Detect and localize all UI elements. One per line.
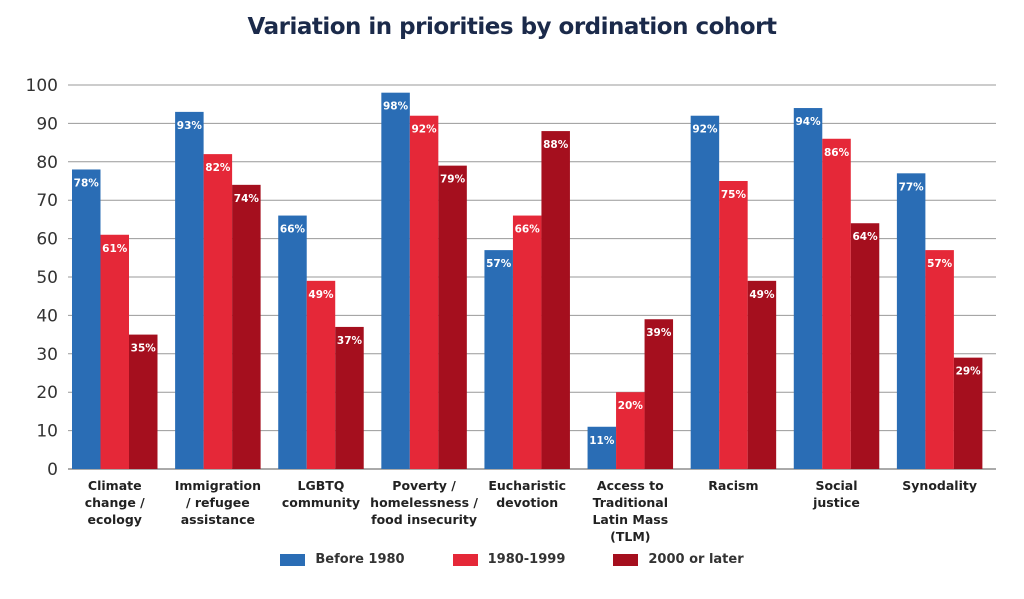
y-tick-label: 70 [36, 191, 58, 211]
bar [747, 280, 777, 469]
data-label: 66% [515, 224, 541, 236]
data-label: 39% [646, 327, 672, 339]
x-tick-label: LGBTQ community [282, 478, 360, 510]
x-tick-label: Access to Traditional Latin Mass (TLM) [592, 478, 668, 544]
bar [850, 223, 880, 469]
data-label: 75% [721, 189, 747, 201]
data-label: 92% [692, 124, 718, 136]
x-tick-label: Racism [708, 478, 758, 493]
data-label: 94% [795, 116, 821, 128]
data-label: 66% [280, 224, 306, 236]
bar [438, 165, 467, 469]
legend-item-before-1980: Before 1980 [280, 552, 405, 567]
x-tick-label: Synodality [902, 478, 977, 493]
legend-label: Before 1980 [315, 552, 405, 567]
x-tick-label: Poverty / homelessness / food insecurity [370, 478, 478, 527]
data-label: 57% [486, 258, 512, 270]
bar [175, 111, 204, 469]
y-tick-label: 50 [36, 268, 58, 288]
y-tick-label: 60 [36, 230, 58, 250]
data-label: 79% [440, 174, 466, 186]
bar [541, 131, 570, 469]
legend: Before 1980 1980-1999 2000 or later [0, 552, 1024, 567]
bar [278, 215, 307, 469]
bar [719, 181, 748, 469]
data-label: 98% [383, 101, 409, 113]
bar [925, 250, 954, 469]
data-label: 82% [205, 162, 231, 174]
bar [953, 357, 983, 469]
y-tick-label: 0 [47, 460, 58, 480]
bar [381, 92, 410, 470]
chart-title: Variation in priorities by ordination co… [247, 14, 777, 40]
bar [306, 280, 336, 469]
legend-item-2000-or-later: 2000 or later [613, 552, 744, 567]
data-label: 37% [337, 335, 363, 347]
data-label: 20% [618, 400, 644, 412]
bar [793, 108, 823, 469]
data-label: 92% [412, 124, 438, 136]
data-label: 64% [852, 231, 878, 243]
data-label: 29% [956, 366, 982, 378]
y-tick-label: 20 [36, 383, 58, 403]
y-tick-label: 100 [26, 76, 58, 96]
legend-swatch [452, 553, 478, 566]
x-tick-label: Immigration / refugee assistance [175, 478, 261, 527]
bar [616, 392, 645, 469]
legend-label: 1980-1999 [487, 552, 566, 567]
bar [203, 154, 233, 469]
bar [129, 334, 158, 469]
data-label: 93% [177, 120, 203, 132]
y-tick-label: 80 [36, 153, 58, 173]
y-tick-label: 90 [36, 114, 58, 134]
bar [484, 250, 513, 469]
data-label: 49% [308, 289, 334, 301]
legend-label: 2000 or later [648, 552, 744, 567]
bar [72, 169, 101, 470]
bar [409, 115, 439, 469]
bar [335, 326, 364, 469]
bar [822, 138, 851, 469]
bar [690, 115, 720, 469]
data-label: 57% [927, 258, 953, 270]
data-label: 78% [74, 177, 100, 189]
legend-item-1980-1999: 1980-1999 [452, 552, 566, 567]
data-label: 11% [589, 435, 615, 447]
data-label: 77% [899, 181, 925, 193]
bar [644, 319, 674, 469]
x-tick-label: Eucharistic devotion [488, 478, 566, 510]
data-label: 61% [102, 243, 128, 255]
data-label: 74% [234, 193, 260, 205]
bar [512, 215, 542, 469]
data-label: 86% [824, 147, 850, 159]
y-tick-label: 40 [36, 306, 58, 326]
data-label: 35% [131, 343, 157, 355]
bar [232, 184, 261, 469]
x-tick-label: Social justice [812, 478, 860, 510]
bar [896, 173, 926, 469]
data-label: 88% [543, 139, 569, 151]
legend-swatch [613, 553, 639, 566]
y-tick-label: 10 [36, 422, 58, 442]
x-tick-label: Climate change / ecology [85, 478, 145, 527]
bar [100, 234, 129, 469]
y-tick-label: 30 [36, 345, 58, 365]
bar [587, 426, 617, 469]
data-label: 49% [749, 289, 775, 301]
legend-swatch [280, 553, 306, 566]
